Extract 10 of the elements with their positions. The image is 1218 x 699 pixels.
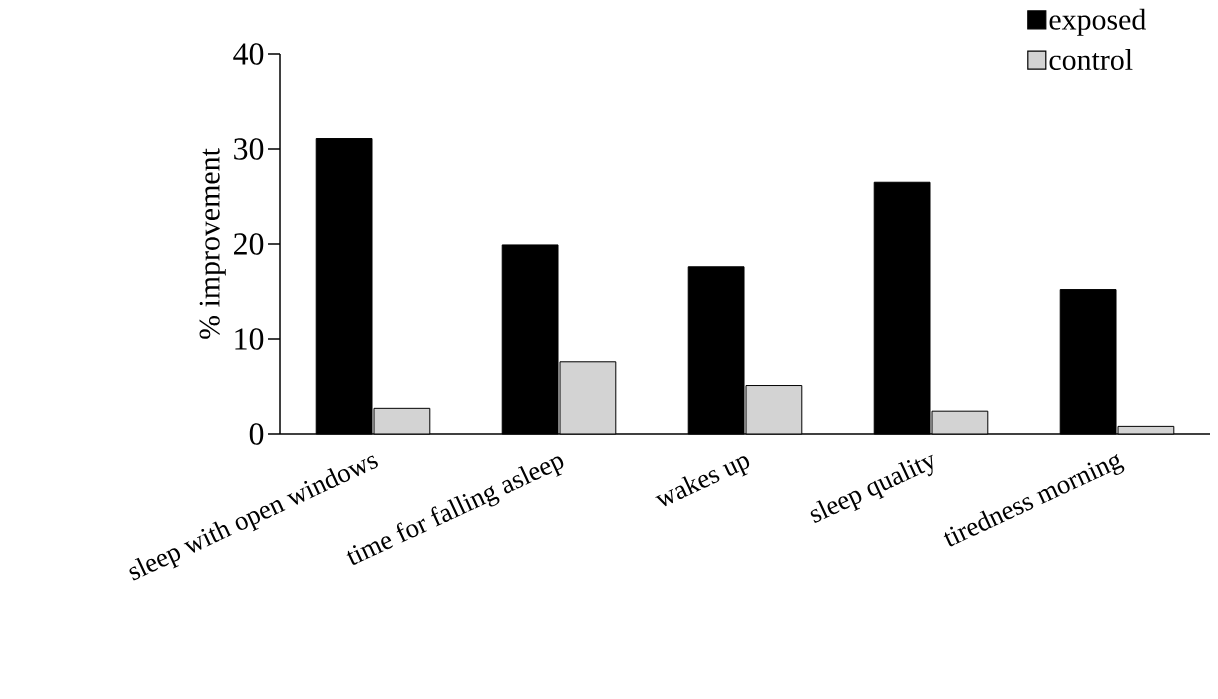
x-tick-label: wakes up [655, 456, 750, 507]
x-tick-label: sleep quality [810, 454, 933, 523]
y-tick-label: 20 [234, 233, 264, 255]
y-tick-label: 10 [235, 328, 264, 350]
legend-label: exposed [1049, 8, 1146, 36]
y-axis-title: % improvement [199, 148, 226, 339]
y-tick-label: 30 [234, 138, 264, 160]
y-tick-label: 40 [233, 43, 264, 65]
y-tick-label: 0 [249, 423, 264, 445]
legend-label: control [1049, 48, 1133, 71]
